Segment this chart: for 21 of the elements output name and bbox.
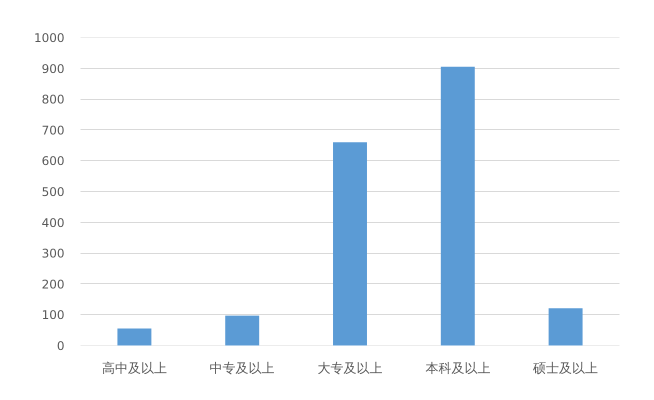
y-tick-label: 400 xyxy=(42,216,64,230)
y-tick-label: 300 xyxy=(42,246,64,261)
bar xyxy=(117,328,152,346)
x-tick-label: 硕士及以上 xyxy=(532,362,598,376)
y-tick-label: 700 xyxy=(42,123,64,138)
bar xyxy=(548,308,583,346)
y-tick-label: 500 xyxy=(42,185,64,199)
x-tick-label: 中专及以上 xyxy=(210,362,275,376)
bar xyxy=(440,66,475,346)
x-tick-label: 本科及以上 xyxy=(425,362,490,376)
y-tick-label: 100 xyxy=(42,308,64,322)
y-tick-label: 1000 xyxy=(34,31,65,45)
bar xyxy=(225,316,260,346)
y-tick-label: 600 xyxy=(42,154,64,168)
y-tick-label: 800 xyxy=(42,92,64,107)
x-tick-label: 大专及以上 xyxy=(318,362,382,376)
x-tick-label: 高中及以上 xyxy=(102,360,167,376)
y-tick-label: 900 xyxy=(42,62,64,76)
y-tick-label: 0 xyxy=(56,339,65,353)
y-tick-label: 200 xyxy=(42,277,64,292)
bar xyxy=(333,142,367,346)
